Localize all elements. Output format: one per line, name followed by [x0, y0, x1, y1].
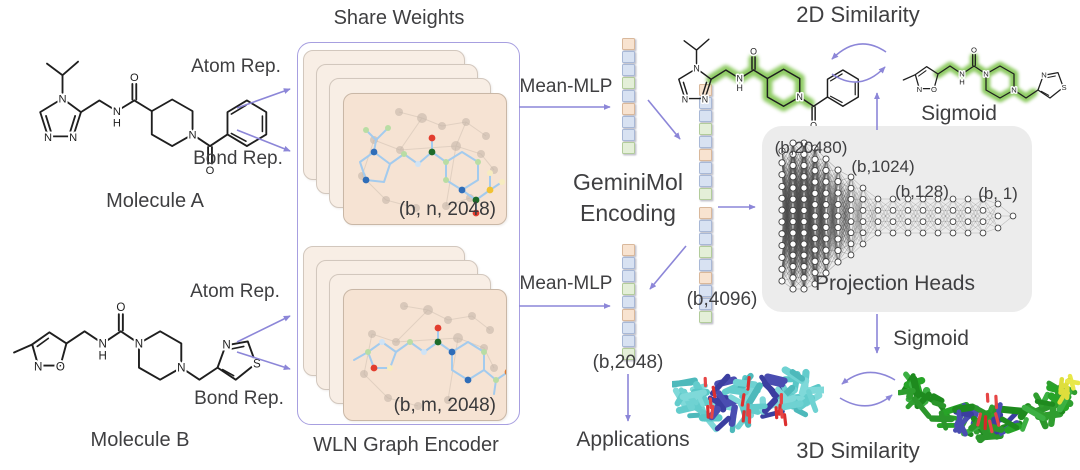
arrow-concat-to-vec-b — [649, 245, 687, 290]
embedding-cell-blue — [622, 90, 635, 102]
embedding-cell-blue — [699, 175, 712, 187]
feature-panel-front: (b, n, 2048) — [343, 93, 507, 225]
feature-stack-a: (b, n, 2048) — [303, 50, 508, 228]
background-graph-edges — [363, 305, 495, 407]
molecule-a-2d-highlighted — [677, 37, 860, 133]
embedding-cell-blue — [622, 116, 635, 128]
embedding-cell-peach — [699, 272, 712, 284]
light-molecule-b — [353, 327, 509, 395]
projection-heads-label: Projection Heads — [815, 272, 975, 295]
projection-network — [778, 139, 1017, 293]
atom-rep-a-label: Atom Rep. — [191, 56, 281, 77]
encoder-b-dim-label: (b, m, 2048) — [393, 395, 496, 416]
geminimol-encoding-label: GeminiMol Encoding — [573, 169, 683, 227]
graph-embedding-b — [353, 302, 512, 410]
embedding-cell-green — [622, 283, 635, 295]
bond-rep-b-label: Bond Rep. — [194, 388, 284, 409]
embedding-cell-blue — [699, 220, 712, 232]
atom-dots-b — [365, 324, 512, 384]
embedding-cell-peach — [622, 38, 635, 50]
feature-stack-b: (b, m, 2048) — [303, 246, 512, 424]
embedding-cell-blue — [699, 136, 712, 148]
mean-mlp-a-label: Mean-MLP — [519, 76, 613, 97]
similarity-2d-title: 2D Similarity — [796, 2, 920, 27]
sigmoid-3d-label: Sigmoid — [893, 327, 969, 350]
embedding-cell-green — [622, 77, 635, 89]
head-in-dim-label: (b,20480) — [774, 138, 848, 157]
sigmoid-2d-label: Sigmoid — [921, 102, 997, 125]
conformer-ensemble-a — [672, 366, 824, 434]
embedding-cell-blue — [622, 51, 635, 63]
atom-rep-b-label: Atom Rep. — [190, 281, 280, 302]
embedding-vector-b — [622, 244, 635, 361]
embedding-cell-green — [622, 348, 635, 360]
projection-heads-box — [762, 126, 1032, 312]
mean-mlp-b-label: Mean-MLP — [519, 273, 613, 294]
embedding-cell-peach — [699, 207, 712, 219]
graph-embedding-a — [358, 108, 505, 217]
curved-arrow-3d-top — [841, 371, 896, 385]
molecule-b-label: Molecule B — [90, 429, 190, 451]
embedding-vector-a — [622, 38, 635, 155]
embedding-cell-blue — [622, 335, 635, 347]
similarity-3d-title: 3D Similarity — [796, 438, 920, 463]
embedding-cell-blue — [622, 257, 635, 269]
background-graph-edges — [361, 111, 495, 209]
encoding-dim-label: (b,2048) — [592, 352, 664, 373]
embedding-cell-green — [699, 311, 712, 323]
head-out-dim-label: (b, 1) — [978, 184, 1018, 203]
embedding-cell-green — [622, 142, 635, 154]
atom-dots-a — [362, 125, 505, 217]
head-h1-dim-label: (b,1024) — [851, 157, 915, 176]
embedding-cell-blue — [622, 64, 635, 76]
embedding-cell-green — [699, 188, 712, 200]
background-graph-nodes — [360, 302, 498, 410]
encoder-a-dim-label: (b, n, 2048) — [398, 199, 496, 220]
embedding-cell-blue — [622, 129, 635, 141]
embedding-cell-blue — [699, 285, 712, 297]
share-weights-label: Share Weights — [333, 7, 465, 29]
embedding-cell-peach — [622, 103, 635, 115]
wln-encoder-label: WLN Graph Encoder — [313, 434, 499, 456]
feature-panel-front: (b, m, 2048) — [343, 289, 512, 421]
bond-rep-a-label: Bond Rep. — [193, 148, 283, 169]
wln-encoder-box — [297, 42, 520, 425]
embedding-cell-green — [699, 123, 712, 135]
embedding-cell-peach — [622, 244, 635, 256]
molecule-a-label: Molecule A — [106, 190, 204, 212]
head-h2-dim-label: (b,128) — [895, 182, 949, 201]
conformer-ensemble-b — [898, 371, 1080, 444]
embedding-cell-blue — [622, 322, 635, 334]
curved-arrow-3d-bottom — [839, 394, 893, 407]
embedding-cell-blue — [699, 110, 712, 122]
embedding-cell-blue — [622, 270, 635, 282]
embedding-cell-blue — [699, 259, 712, 271]
embedding-cell-peach — [699, 149, 712, 161]
embedding-cell-blue — [622, 296, 635, 308]
embedding-cell-blue — [699, 233, 712, 245]
concat-dim-label: (b,4096) — [686, 289, 758, 310]
applications-label: Applications — [576, 428, 690, 451]
embedding-cell-blue — [699, 298, 712, 310]
embedding-cell-green — [699, 246, 712, 258]
embedding-cell-blue — [699, 162, 712, 174]
embedding-cell-peach — [622, 309, 635, 321]
